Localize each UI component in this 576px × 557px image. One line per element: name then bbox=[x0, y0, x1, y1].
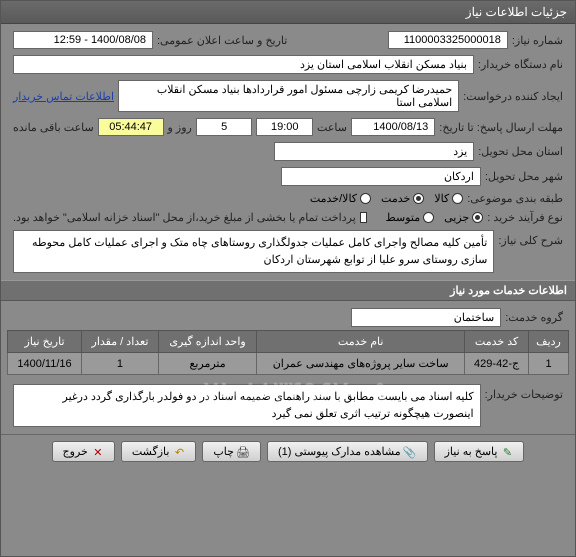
reply-icon: ✎ bbox=[501, 446, 513, 458]
notes-field: کلیه اسناد می بایست مطابق با سند راهنمای… bbox=[13, 384, 481, 427]
print-icon: 🖨 bbox=[238, 446, 250, 458]
req-no-field: 1100003325000018 bbox=[388, 31, 508, 49]
attachments-button[interactable]: 📎 مشاهده مدارک پیوستی (1) bbox=[267, 441, 428, 462]
cell-date: 1400/11/16 bbox=[8, 353, 82, 375]
buyer-label: نام دستگاه خریدار: bbox=[478, 58, 563, 71]
cell-qty: 1 bbox=[82, 353, 159, 375]
desc-label: شرح کلی نیاز: bbox=[498, 230, 563, 247]
purchase-type-label: نوع فرآیند خرید : bbox=[487, 211, 563, 224]
back-button[interactable]: ↶ بازگشت bbox=[121, 441, 197, 462]
class-kala-khadmat[interactable]: کالا/خدمت bbox=[310, 192, 371, 205]
class-kala[interactable]: کالا bbox=[434, 192, 463, 205]
class-khadmat[interactable]: خدمت bbox=[381, 192, 424, 205]
datetime-label: تاریخ و ساعت اعلان عمومی: bbox=[157, 34, 287, 47]
cell-name: ساخت سایر پروژه‌های مهندسی عمران bbox=[257, 353, 465, 375]
payment-check-label: پرداخت تمام یا بخشی از مبلغ خرید،از محل … bbox=[13, 211, 356, 224]
creator-field: حمیدرضا کریمی زارچی مسئول امور قراردادها… bbox=[118, 80, 459, 112]
exit-icon: ✕ bbox=[92, 446, 104, 458]
datetime-field: 1400/08/08 - 12:59 bbox=[13, 31, 153, 49]
reply-button[interactable]: ✎ پاسخ به نیاز bbox=[434, 441, 525, 462]
creator-label: ایجاد کننده درخواست: bbox=[463, 90, 563, 103]
services-section: گروه خدمت: ساختمان ردیف کد خدمت نام خدمت… bbox=[1, 301, 575, 434]
group-label: گروه خدمت: bbox=[505, 311, 563, 324]
deadline-date-field: 1400/08/13 bbox=[351, 118, 435, 136]
payment-checkbox[interactable] bbox=[360, 212, 367, 223]
purchase-partial[interactable]: جزیی bbox=[444, 211, 483, 224]
radio-icon bbox=[472, 212, 483, 223]
content-area: شماره نیاز: 1100003325000018 تاریخ و ساع… bbox=[1, 24, 575, 468]
day-and-label: روز و bbox=[168, 121, 192, 134]
header-section: شماره نیاز: 1100003325000018 تاریخ و ساع… bbox=[1, 24, 575, 280]
services-header: اطلاعات خدمات مورد نیاز bbox=[1, 280, 575, 301]
window-title: جزئیات اطلاعات نیاز bbox=[466, 5, 567, 19]
attach-icon: 📎 bbox=[405, 446, 417, 458]
notes-label: توضیحات خریدار: bbox=[485, 384, 563, 401]
buyer-field: بنیاد مسکن انقلاب اسلامی استان یزد bbox=[13, 55, 474, 74]
class-label: طبقه بندی موضوعی: bbox=[467, 192, 563, 205]
city-label: شهر محل تحویل: bbox=[485, 170, 563, 183]
print-button[interactable]: 🖨 چاپ bbox=[202, 441, 261, 462]
purchase-medium[interactable]: متوسط bbox=[386, 211, 435, 224]
table-header-row: ردیف کد خدمت نام خدمت واحد اندازه گیری ت… bbox=[8, 331, 569, 353]
desc-field: تأمین کلیه مصالح واجرای کامل عملیات جدول… bbox=[13, 230, 494, 273]
group-field: ساختمان bbox=[351, 308, 501, 327]
cell-row: 1 bbox=[529, 353, 569, 375]
remaining-label: ساعت باقی مانده bbox=[13, 121, 94, 134]
radio-icon bbox=[413, 193, 424, 204]
contact-link[interactable]: اطلاعات تماس خریدار bbox=[13, 90, 114, 103]
deadline-hour-field: 19:00 bbox=[256, 118, 313, 136]
deadline-label: مهلت ارسال پاسخ: تا تاریخ: bbox=[439, 121, 563, 134]
col-unit: واحد اندازه گیری bbox=[158, 331, 256, 353]
province-field: یزد bbox=[274, 142, 474, 161]
col-row: ردیف bbox=[529, 331, 569, 353]
class-radio-group: کالا خدمت کالا/خدمت bbox=[310, 192, 463, 205]
services-table: ردیف کد خدمت نام خدمت واحد اندازه گیری ت… bbox=[7, 330, 569, 375]
window-titlebar: جزئیات اطلاعات نیاز bbox=[1, 1, 575, 24]
purchase-radio-group: جزیی متوسط bbox=[386, 211, 484, 224]
cell-code: ج-42-429 bbox=[465, 353, 529, 375]
radio-icon bbox=[423, 212, 434, 223]
button-bar: ✎ پاسخ به نیاز 📎 مشاهده مدارک پیوستی (1)… bbox=[1, 434, 575, 468]
cell-unit: مترمربع bbox=[158, 353, 256, 375]
city-field: اردکان bbox=[281, 167, 481, 186]
col-code: کد خدمت bbox=[465, 331, 529, 353]
col-name: نام خدمت bbox=[257, 331, 465, 353]
col-date: تاریخ نیاز bbox=[8, 331, 82, 353]
main-window: جزئیات اطلاعات نیاز شماره نیاز: 11000033… bbox=[0, 0, 576, 557]
exit-button[interactable]: ✕ خروج bbox=[52, 441, 115, 462]
province-label: استان محل تحویل: bbox=[478, 145, 563, 158]
table-row[interactable]: 1 ج-42-429 ساخت سایر پروژه‌های مهندسی عم… bbox=[8, 353, 569, 375]
req-no-label: شماره نیاز: bbox=[512, 34, 563, 47]
radio-icon bbox=[452, 193, 463, 204]
days-field: 5 bbox=[196, 118, 253, 136]
col-qty: تعداد / مقدار bbox=[82, 331, 159, 353]
radio-icon bbox=[360, 193, 371, 204]
hour-label: ساعت bbox=[317, 121, 347, 134]
remaining-time-field: 05:44:47 bbox=[98, 118, 164, 136]
back-icon: ↶ bbox=[173, 446, 185, 458]
